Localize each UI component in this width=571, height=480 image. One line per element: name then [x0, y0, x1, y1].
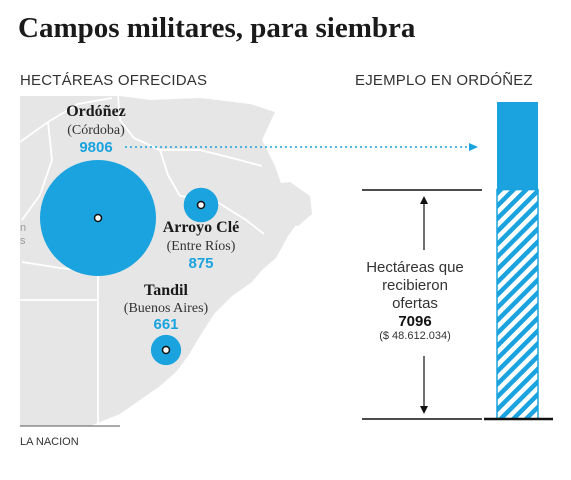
location-value-arroyo-cle: 875: [188, 255, 213, 272]
location-dot-arroyo-cle: [196, 200, 206, 210]
page-title: Campos militares, para siembra: [18, 12, 416, 44]
annotation-line-3: ofertas: [392, 295, 438, 312]
location-value-tandil: 661: [153, 316, 178, 333]
location-province-arroyo-cle: (Entre Ríos): [167, 239, 236, 254]
section-label-example: EJEMPLO EN ORDÓÑEZ: [355, 72, 533, 89]
location-labels: Ordóñez (Córdoba) 9806 Arroyo Clé (Entre…: [66, 103, 239, 333]
annotation-arrow-up-head: [420, 196, 428, 204]
offers-annotation: Hectáreas que recibieron ofertas 7096 ($…: [362, 189, 482, 420]
annotation-value: 7096: [398, 313, 431, 330]
location-province-ordonez: (Córdoba): [67, 123, 125, 138]
location-dot-ordonez: [93, 213, 103, 223]
bar-segment-without-offers: [497, 102, 538, 190]
annotation-line-2: recibieron: [382, 277, 448, 294]
bar-segment-received-offers: [496, 188, 539, 420]
section-label-offered: HECTÁREAS OFRECIDAS: [20, 72, 208, 89]
location-name-ordonez: Ordóñez: [66, 103, 126, 120]
map-fragment-text: n: [20, 222, 26, 234]
map-fragment-text: s: [20, 235, 26, 247]
location-province-tandil: (Buenos Aires): [124, 301, 209, 316]
location-value-ordonez: 9806: [79, 139, 112, 156]
annotation-arrow-down-head: [420, 406, 428, 414]
connector-arrowhead: [469, 143, 478, 151]
annotation-amount: ($ 48.612.034): [379, 330, 451, 342]
bubbles-layer: [40, 160, 219, 366]
location-name-tandil: Tandil: [144, 282, 188, 299]
source-credit: LA NACION: [20, 436, 79, 448]
location-name-arroyo-cle: Arroyo Clé: [163, 219, 240, 236]
map-uruguay: [265, 182, 312, 226]
annotation-line-1: Hectáreas que: [366, 259, 464, 276]
example-bar: [484, 102, 553, 421]
location-dot-tandil: [161, 345, 171, 355]
